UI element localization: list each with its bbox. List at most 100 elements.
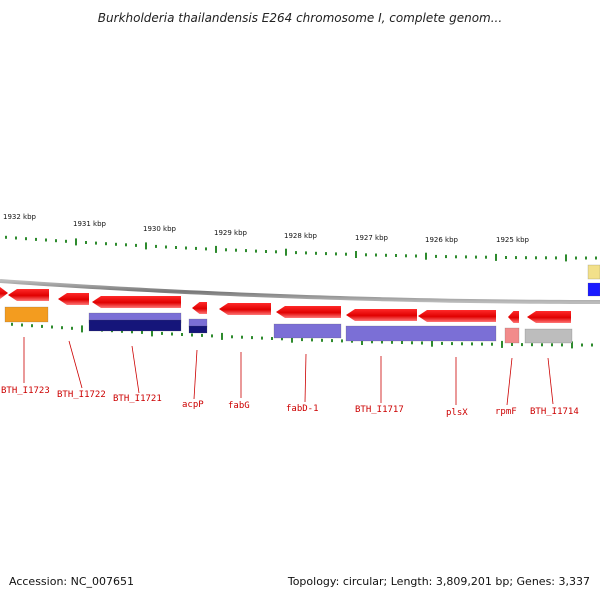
gene-label: BTH_I1723: [1, 386, 50, 396]
scale-tick: [31, 324, 33, 328]
scale-tick: [495, 253, 497, 261]
scale-tick: [285, 248, 287, 256]
scale-tick: [155, 244, 157, 248]
scale-tick: [165, 245, 167, 249]
topology-text: Topology: circular; Length: 3,809,201 bp…: [287, 575, 590, 588]
scale-tick: [275, 250, 277, 254]
gene-arrow: [58, 293, 89, 305]
scale-tick: [551, 343, 553, 347]
kbp-tick-label: 1926 kbp: [425, 236, 459, 244]
scale-tick: [321, 338, 323, 342]
feature-track: [4, 264, 600, 344]
scale-tick: [41, 324, 43, 328]
scale-tick: [375, 253, 377, 257]
scale-tick: [371, 340, 373, 344]
scale-tick: [21, 323, 23, 327]
scale-tick: [481, 342, 483, 346]
scale-tick: [291, 335, 293, 343]
feature-block: [4, 306, 49, 323]
scale-tick: [105, 242, 107, 246]
scale-tick: [411, 341, 413, 345]
scale-tick: [421, 341, 423, 345]
scale-tick: [471, 342, 473, 346]
scale-tick: [331, 339, 333, 343]
scale-tick: [25, 237, 27, 241]
scale-tick: [35, 237, 37, 241]
scale-tick: [365, 253, 367, 257]
scale-tick: [385, 253, 387, 257]
scale-tick: [125, 243, 127, 247]
scale-tick: [545, 256, 547, 260]
scale-tick: [301, 338, 303, 342]
scale-tick: [515, 256, 517, 260]
map-title: Burkholderia thailandensis E264 chromoso…: [97, 11, 503, 25]
scale-tick: [141, 330, 143, 334]
scale-tick: [355, 251, 357, 258]
gene-arrow: [92, 296, 181, 308]
scale-tick: [351, 339, 353, 343]
scale-tick: [491, 342, 493, 346]
scale-tick: [345, 252, 347, 256]
scale-tick: [211, 334, 213, 338]
gene-label: plsX: [446, 408, 468, 418]
scale-tick: [135, 243, 137, 247]
scale-tick: [461, 342, 463, 346]
scale-tick: [585, 256, 587, 260]
gene-label: rpmF: [495, 407, 517, 417]
scale-tick: [571, 341, 573, 349]
scale-tick: [441, 341, 443, 345]
scale-tick: [85, 241, 87, 244]
kbp-tick-label: 1927 kbp: [355, 234, 389, 242]
chromosome-backbone: [0, 279, 600, 304]
scale-tick: [521, 343, 523, 347]
scale-tick: [361, 338, 363, 345]
gene-label: acpP: [182, 400, 204, 410]
gene-arrow: [418, 310, 496, 322]
gene-arrow: [0, 287, 8, 299]
feature-block: [587, 264, 600, 280]
scale-tick: [245, 249, 247, 253]
gene-arrow: [508, 311, 519, 323]
scale-tick: [231, 335, 233, 339]
scale-tick: [241, 335, 243, 339]
scale-tick: [445, 255, 447, 259]
scale-tick: [171, 332, 173, 336]
scale-tick: [251, 336, 253, 340]
scale-tick: [5, 235, 7, 239]
scale-tick: [65, 239, 67, 243]
gene-label: BTH_I1717: [355, 405, 404, 415]
scale-tick: [225, 248, 227, 252]
scale-tick: [121, 329, 123, 333]
scale-tick: [381, 340, 383, 344]
scale-tick: [395, 254, 397, 257]
feature-block: [188, 325, 208, 334]
scale-tick: [575, 256, 577, 260]
scale-tick: [555, 256, 557, 260]
kbp-tick-label: 1932 kbp: [3, 213, 37, 221]
scale-tick: [591, 343, 593, 347]
scale-tick: [235, 248, 237, 252]
scale-tick: [215, 245, 217, 253]
scale-tick: [431, 339, 433, 347]
scale-tick: [581, 343, 583, 347]
scale-tick: [415, 254, 417, 258]
scale-tick: [11, 322, 13, 326]
scale-tick: [505, 256, 507, 259]
scale-tick: [281, 337, 283, 341]
gene-label: BTH_I1722: [57, 390, 106, 400]
scale-tick: [485, 255, 487, 259]
scale-tick: [161, 331, 163, 335]
scale-tick: [81, 325, 83, 333]
scale-tick: [191, 333, 193, 337]
scale-tick: [511, 343, 513, 346]
gene-arrow: [346, 309, 417, 321]
gene-labels: BTH_I1723 BTH_I1722 BTH_I1721 acpP fabG fabD-…: [1, 386, 579, 418]
scale-tick: [181, 333, 183, 336]
gene-track: [0, 287, 571, 323]
scale-tick: [71, 326, 73, 330]
scale-tick: [455, 255, 457, 259]
scale-tick: [271, 337, 273, 340]
scale-tick: [221, 332, 223, 340]
scale-tick: [435, 254, 437, 258]
scale-tick: [295, 251, 297, 255]
